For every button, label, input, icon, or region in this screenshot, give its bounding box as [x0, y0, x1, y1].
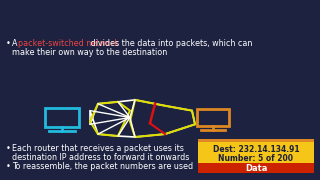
Bar [198, 163, 314, 173]
Text: Each router that receives a packet uses its: Each router that receives a packet uses … [12, 144, 184, 153]
Text: make their own way to the destination: make their own way to the destination [12, 48, 167, 57]
Text: •: • [6, 39, 11, 48]
Bar [45, 108, 79, 127]
Text: To reassemble, the packet numbers are used: To reassemble, the packet numbers are us… [12, 162, 193, 171]
Text: destination IP address to forward it onwards: destination IP address to forward it onw… [12, 153, 189, 162]
Text: Data: Data [245, 164, 267, 173]
Bar [197, 109, 229, 126]
Text: packet-switched network: packet-switched network [18, 39, 119, 48]
Text: Packet Switching: Packet Switching [10, 9, 138, 22]
Text: •: • [6, 144, 11, 153]
Bar [198, 139, 314, 142]
Bar [198, 142, 314, 163]
Text: divides the data into packets, which can: divides the data into packets, which can [88, 39, 252, 48]
Text: Number: 5 of 200: Number: 5 of 200 [219, 154, 293, 163]
Text: Dest: 232.14.134.91: Dest: 232.14.134.91 [213, 145, 299, 154]
Text: •: • [6, 162, 11, 171]
Text: A: A [12, 39, 20, 48]
